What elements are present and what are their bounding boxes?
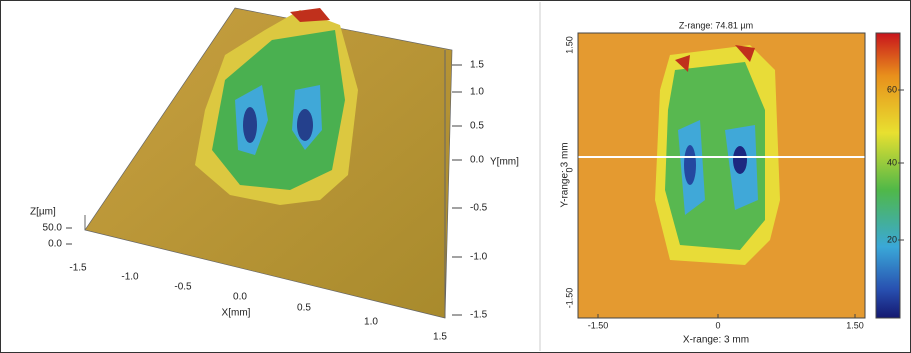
map-title: Z-range: 74.81 µm xyxy=(679,20,753,30)
y-tick-label: -1.50 xyxy=(564,288,574,309)
y-axis-label: Y[mm] xyxy=(490,157,519,168)
x-tick-label: 0.5 xyxy=(297,303,311,314)
x-tick-label: -1.0 xyxy=(121,272,139,283)
x-tick-label: 0 xyxy=(715,320,720,330)
y-tick-label: 0.0 xyxy=(470,155,484,166)
x-axis-label: X-range: 3 mm xyxy=(683,335,749,346)
z-axis-label: Z[µm] xyxy=(30,207,56,218)
height-map xyxy=(539,2,901,351)
y-axis-label: Y-range: 3 mm xyxy=(560,142,571,207)
colorbar-tick-label: 20 xyxy=(887,234,897,244)
x-tick-label: -1.5 xyxy=(69,263,87,274)
x-tick-label: -0.5 xyxy=(174,282,192,293)
x-tick-label: 1.5 xyxy=(433,332,447,343)
y-tick-label: -0.5 xyxy=(470,203,488,214)
x-tick-label: 0.0 xyxy=(233,292,247,303)
x-tick-label: -1.50 xyxy=(588,320,609,330)
colorbar-tick-label: 60 xyxy=(887,84,897,94)
y-tick-label: 0.5 xyxy=(470,121,484,132)
x-axis-label: X[mm] xyxy=(222,308,251,319)
z-tick-label: 50.0 xyxy=(43,223,63,234)
y-tick-label: 0 xyxy=(564,167,574,172)
surface-3d xyxy=(84,7,453,319)
x-tick-label: 1.50 xyxy=(846,320,864,330)
y-tick-label: 1.0 xyxy=(470,87,484,98)
y-tick-label: -1.0 xyxy=(470,252,488,263)
y-tick-label: 1.5 xyxy=(470,60,484,71)
y-tick-label: 1.50 xyxy=(564,36,574,54)
x-tick-label: 1.0 xyxy=(364,317,378,328)
colorbar xyxy=(875,32,901,319)
z-tick-label: 0.0 xyxy=(48,239,62,250)
colorbar-tick-label: 40 xyxy=(887,157,897,167)
y-tick-label: -1.5 xyxy=(470,310,488,321)
